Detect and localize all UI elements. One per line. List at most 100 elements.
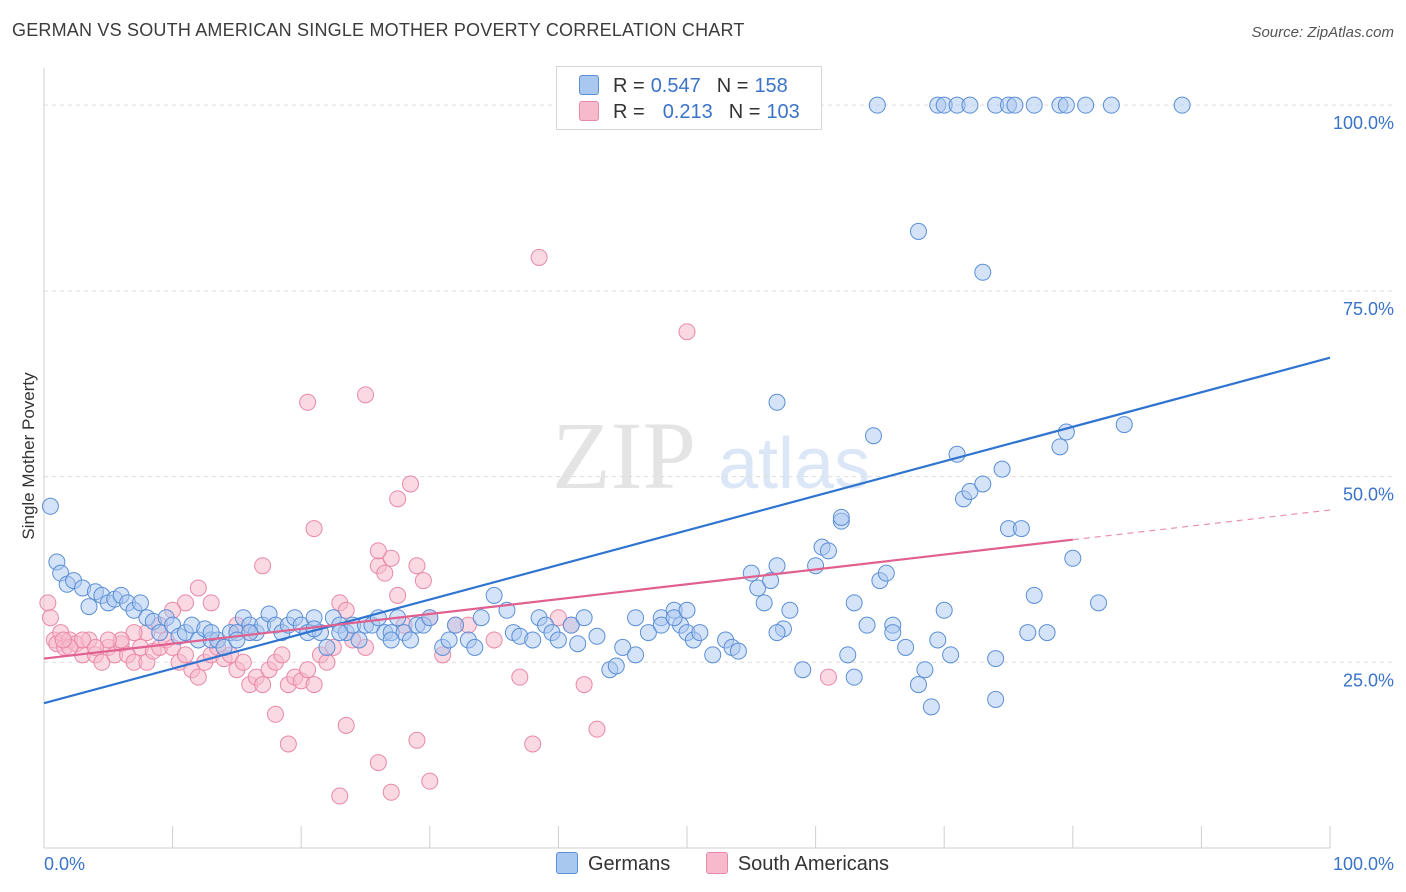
south-americans-point-65 bbox=[549, 609, 567, 627]
legend-row-germans: R = 0.547 N = 158 bbox=[579, 75, 788, 101]
germans-point-154 bbox=[768, 393, 786, 411]
germans-swatch bbox=[579, 75, 599, 95]
south-americans-point-98 bbox=[266, 705, 284, 723]
south-americans-point-58 bbox=[414, 572, 432, 590]
germans-legend-swatch bbox=[556, 852, 578, 874]
series-legend: Germans South Americans bbox=[556, 852, 919, 876]
legend-item-germans: Germans bbox=[556, 852, 670, 876]
south-americans-point-36 bbox=[254, 676, 272, 694]
south-americans-point-85 bbox=[99, 631, 117, 649]
germans-point-115 bbox=[922, 698, 940, 716]
germans-point-147 bbox=[1006, 96, 1024, 114]
germans-point-81 bbox=[614, 638, 632, 656]
south-americans-swatch bbox=[579, 101, 599, 121]
germans-r-value: 0.547 bbox=[650, 75, 701, 97]
south-americans-point-92 bbox=[331, 787, 349, 805]
germans-point-59 bbox=[421, 609, 439, 627]
germans-point-100 bbox=[781, 601, 799, 619]
south-americans-point-94 bbox=[421, 772, 439, 790]
watermark-atlas: atlas bbox=[718, 424, 870, 504]
germans-point-82 bbox=[627, 646, 645, 664]
germans-point-17 bbox=[151, 624, 169, 642]
germans-point-104 bbox=[819, 542, 837, 560]
germans-point-129 bbox=[1051, 438, 1069, 456]
germans-point-159 bbox=[768, 624, 786, 642]
south-americans-point-83 bbox=[125, 624, 143, 642]
germans-point-94 bbox=[742, 564, 760, 582]
germans-point-90 bbox=[704, 646, 722, 664]
germans-point-166 bbox=[241, 624, 259, 642]
germans-point-125 bbox=[1012, 520, 1030, 538]
y-tick-label-3: 100.0% bbox=[1333, 113, 1394, 133]
south-americans-point-64 bbox=[511, 668, 529, 686]
germans-point-128 bbox=[1038, 624, 1056, 642]
germans-point-122 bbox=[974, 475, 992, 493]
south-americans-point-95 bbox=[408, 731, 426, 749]
germans-point-80 bbox=[607, 657, 625, 675]
germans-point-93 bbox=[729, 642, 747, 660]
germans-point-48 bbox=[350, 631, 368, 649]
germans-point-95 bbox=[749, 579, 767, 597]
correlation-legend: R = 0.547 N = 158 R = 0.213 N = 103 bbox=[556, 66, 822, 130]
y-tick-label-1: 50.0% bbox=[1343, 485, 1394, 505]
south-americans-point-68 bbox=[588, 720, 606, 738]
germans-point-165 bbox=[202, 624, 220, 642]
germans-point-64 bbox=[466, 638, 484, 656]
south-americans-n-value: 103 bbox=[766, 101, 800, 123]
germans-point-148 bbox=[1025, 96, 1043, 114]
south-americans-point-97 bbox=[337, 716, 355, 734]
south-americans-point-75 bbox=[305, 520, 323, 538]
germans-point-102 bbox=[807, 557, 825, 575]
south-americans-point-89 bbox=[54, 631, 72, 649]
germans-point-139 bbox=[1115, 416, 1133, 434]
germans-point-155 bbox=[627, 609, 645, 627]
watermark-zip: ZIP bbox=[552, 402, 696, 509]
south-americans-point-43 bbox=[299, 661, 317, 679]
south-americans-point-49 bbox=[337, 601, 355, 619]
germans-point-135 bbox=[832, 508, 850, 526]
germans-point-133 bbox=[993, 460, 1011, 478]
germans-point-108 bbox=[858, 616, 876, 634]
south-americans-point-87 bbox=[74, 631, 92, 649]
south-americans-point-24 bbox=[176, 646, 194, 664]
south-americans-point-77 bbox=[202, 594, 220, 612]
south-americans-point-39 bbox=[273, 646, 291, 664]
south-americans-point-78 bbox=[189, 579, 207, 597]
germans-point-118 bbox=[942, 646, 960, 664]
south-americans-legend-swatch bbox=[705, 852, 728, 874]
south-americans-trend-extension bbox=[1072, 509, 1331, 541]
germans-point-56 bbox=[402, 631, 420, 649]
germans-points bbox=[41, 96, 1191, 716]
chart-source: Source: ZipAtlas.com bbox=[1251, 24, 1394, 41]
south-americans-point-74 bbox=[369, 542, 387, 560]
south-americans-point-11 bbox=[93, 653, 111, 671]
germans-point-76 bbox=[569, 635, 587, 653]
germans-point-123 bbox=[987, 650, 1005, 668]
germans-point-62 bbox=[447, 616, 465, 634]
south-americans-point-102 bbox=[819, 668, 837, 686]
germans-point-156 bbox=[652, 616, 670, 634]
south-americans-point-73 bbox=[389, 490, 407, 508]
germans-point-121 bbox=[961, 482, 979, 500]
south-americans-point-53 bbox=[376, 564, 394, 582]
south-americans-point-26 bbox=[189, 668, 207, 686]
germans-point-167 bbox=[228, 631, 246, 649]
germans-point-117 bbox=[935, 601, 953, 619]
germans-point-138 bbox=[987, 690, 1005, 708]
south-americans-point-93 bbox=[382, 783, 400, 801]
germans-point-110 bbox=[877, 564, 895, 582]
south-americans-point-46 bbox=[318, 653, 336, 671]
south-americans-point-63 bbox=[485, 631, 503, 649]
germans-point-96 bbox=[755, 594, 773, 612]
south-americans-point-1 bbox=[41, 609, 59, 627]
germans-point-131 bbox=[1064, 549, 1082, 567]
south-americans-point-71 bbox=[357, 386, 374, 404]
south-americans-point-54 bbox=[382, 549, 400, 567]
germans-point-127 bbox=[1025, 586, 1043, 604]
germans-n-value: 158 bbox=[754, 75, 788, 97]
germans-point-70 bbox=[524, 631, 542, 649]
germans-point-126 bbox=[1019, 624, 1037, 642]
y-tick-label-2: 75.0% bbox=[1343, 299, 1394, 319]
south-americans-point-96 bbox=[369, 754, 387, 772]
